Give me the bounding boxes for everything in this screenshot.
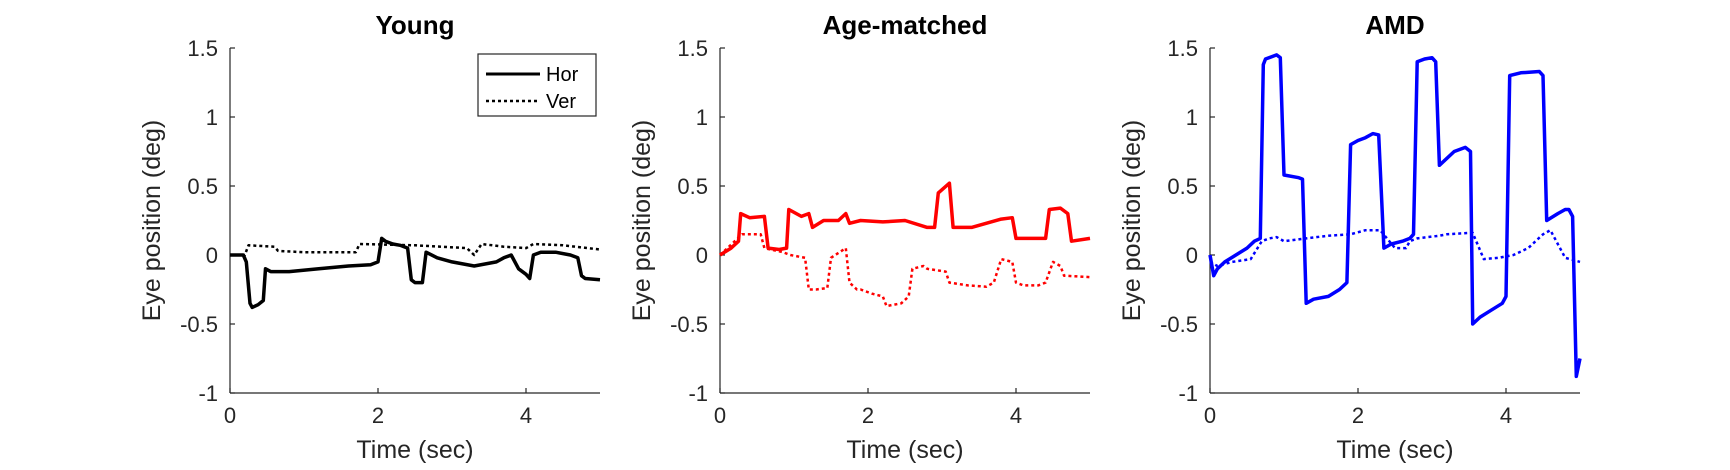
legend-box — [477, 53, 597, 117]
x-tick-label: 0 — [224, 403, 236, 428]
series-line-dotted — [719, 233, 1091, 308]
y-axis-label: Eye position (deg) — [1118, 120, 1146, 322]
x-axis-label: Time (sec) — [1336, 436, 1453, 464]
y-tick-label: 1.5 — [187, 36, 218, 61]
series-line-dotted — [1209, 228, 1581, 268]
y-tick-label: 0 — [696, 243, 708, 268]
series-line-solid — [719, 181, 1091, 257]
chart-panel-2: 0 2 4 -1 -0.5 0 0.5 1 1.5 Age-matched Time (sec) Ey… — [628, 10, 1091, 464]
y-tick-label: -1 — [1178, 381, 1198, 406]
series-line-ver — [230, 242, 601, 257]
y-tick-label: 0.5 — [677, 174, 708, 199]
x-tick-label: 4 — [1010, 403, 1022, 428]
x-tick-label: 4 — [520, 403, 532, 428]
x-tick-label: 2 — [372, 403, 384, 428]
x-tick-label: 2 — [1352, 403, 1364, 428]
y-tick-label: -0.5 — [670, 312, 708, 337]
y-tick-label: 0 — [1186, 243, 1198, 268]
x-tick-label: 0 — [714, 403, 726, 428]
y-tick-label: -0.5 — [1160, 312, 1198, 337]
legend: Hor Ver — [477, 53, 597, 117]
y-tick-label: 1.5 — [677, 36, 708, 61]
series-line-solid — [1208, 53, 1582, 379]
y-tick-label: 1 — [696, 105, 708, 130]
chart-title: AMD — [1365, 10, 1424, 40]
y-axis-label: Eye position (deg) — [628, 120, 656, 322]
chart-title: Young — [376, 10, 455, 40]
x-tick-label: 0 — [1204, 403, 1216, 428]
x-tick-label: 4 — [1500, 403, 1512, 428]
series-line-hor — [230, 236, 601, 310]
y-tick-label: 0.5 — [187, 174, 218, 199]
y-tick-label: -1 — [688, 381, 708, 406]
y-tick-label: -0.5 — [180, 312, 218, 337]
y-tick-label: 1.5 — [1167, 36, 1198, 61]
y-tick-label: 0.5 — [1167, 174, 1198, 199]
legend-label-hor: Hor — [546, 64, 579, 86]
y-tick-label: -1 — [198, 381, 218, 406]
x-axis-label: Time (sec) — [846, 436, 963, 464]
legend-label-ver: Ver — [546, 91, 576, 113]
x-tick-label: 2 — [862, 403, 874, 428]
y-axis-label: Eye position (deg) — [138, 120, 166, 322]
x-axis-label: Time (sec) — [356, 436, 473, 464]
chart-panel-3: 0 2 4 -1 -0.5 0 0.5 1 1.5 AMD Time (sec) Eye positi… — [1118, 10, 1582, 464]
chart-panel-1: 0 2 4 -1 -0.5 0 0.5 1 1.5 Young Time (sec) Eye posi… — [138, 10, 601, 464]
y-tick-label: 1 — [206, 105, 218, 130]
y-tick-label: 1 — [1186, 105, 1198, 130]
chart-title: Age-matched — [823, 10, 988, 40]
y-tick-label: 0 — [206, 243, 218, 268]
